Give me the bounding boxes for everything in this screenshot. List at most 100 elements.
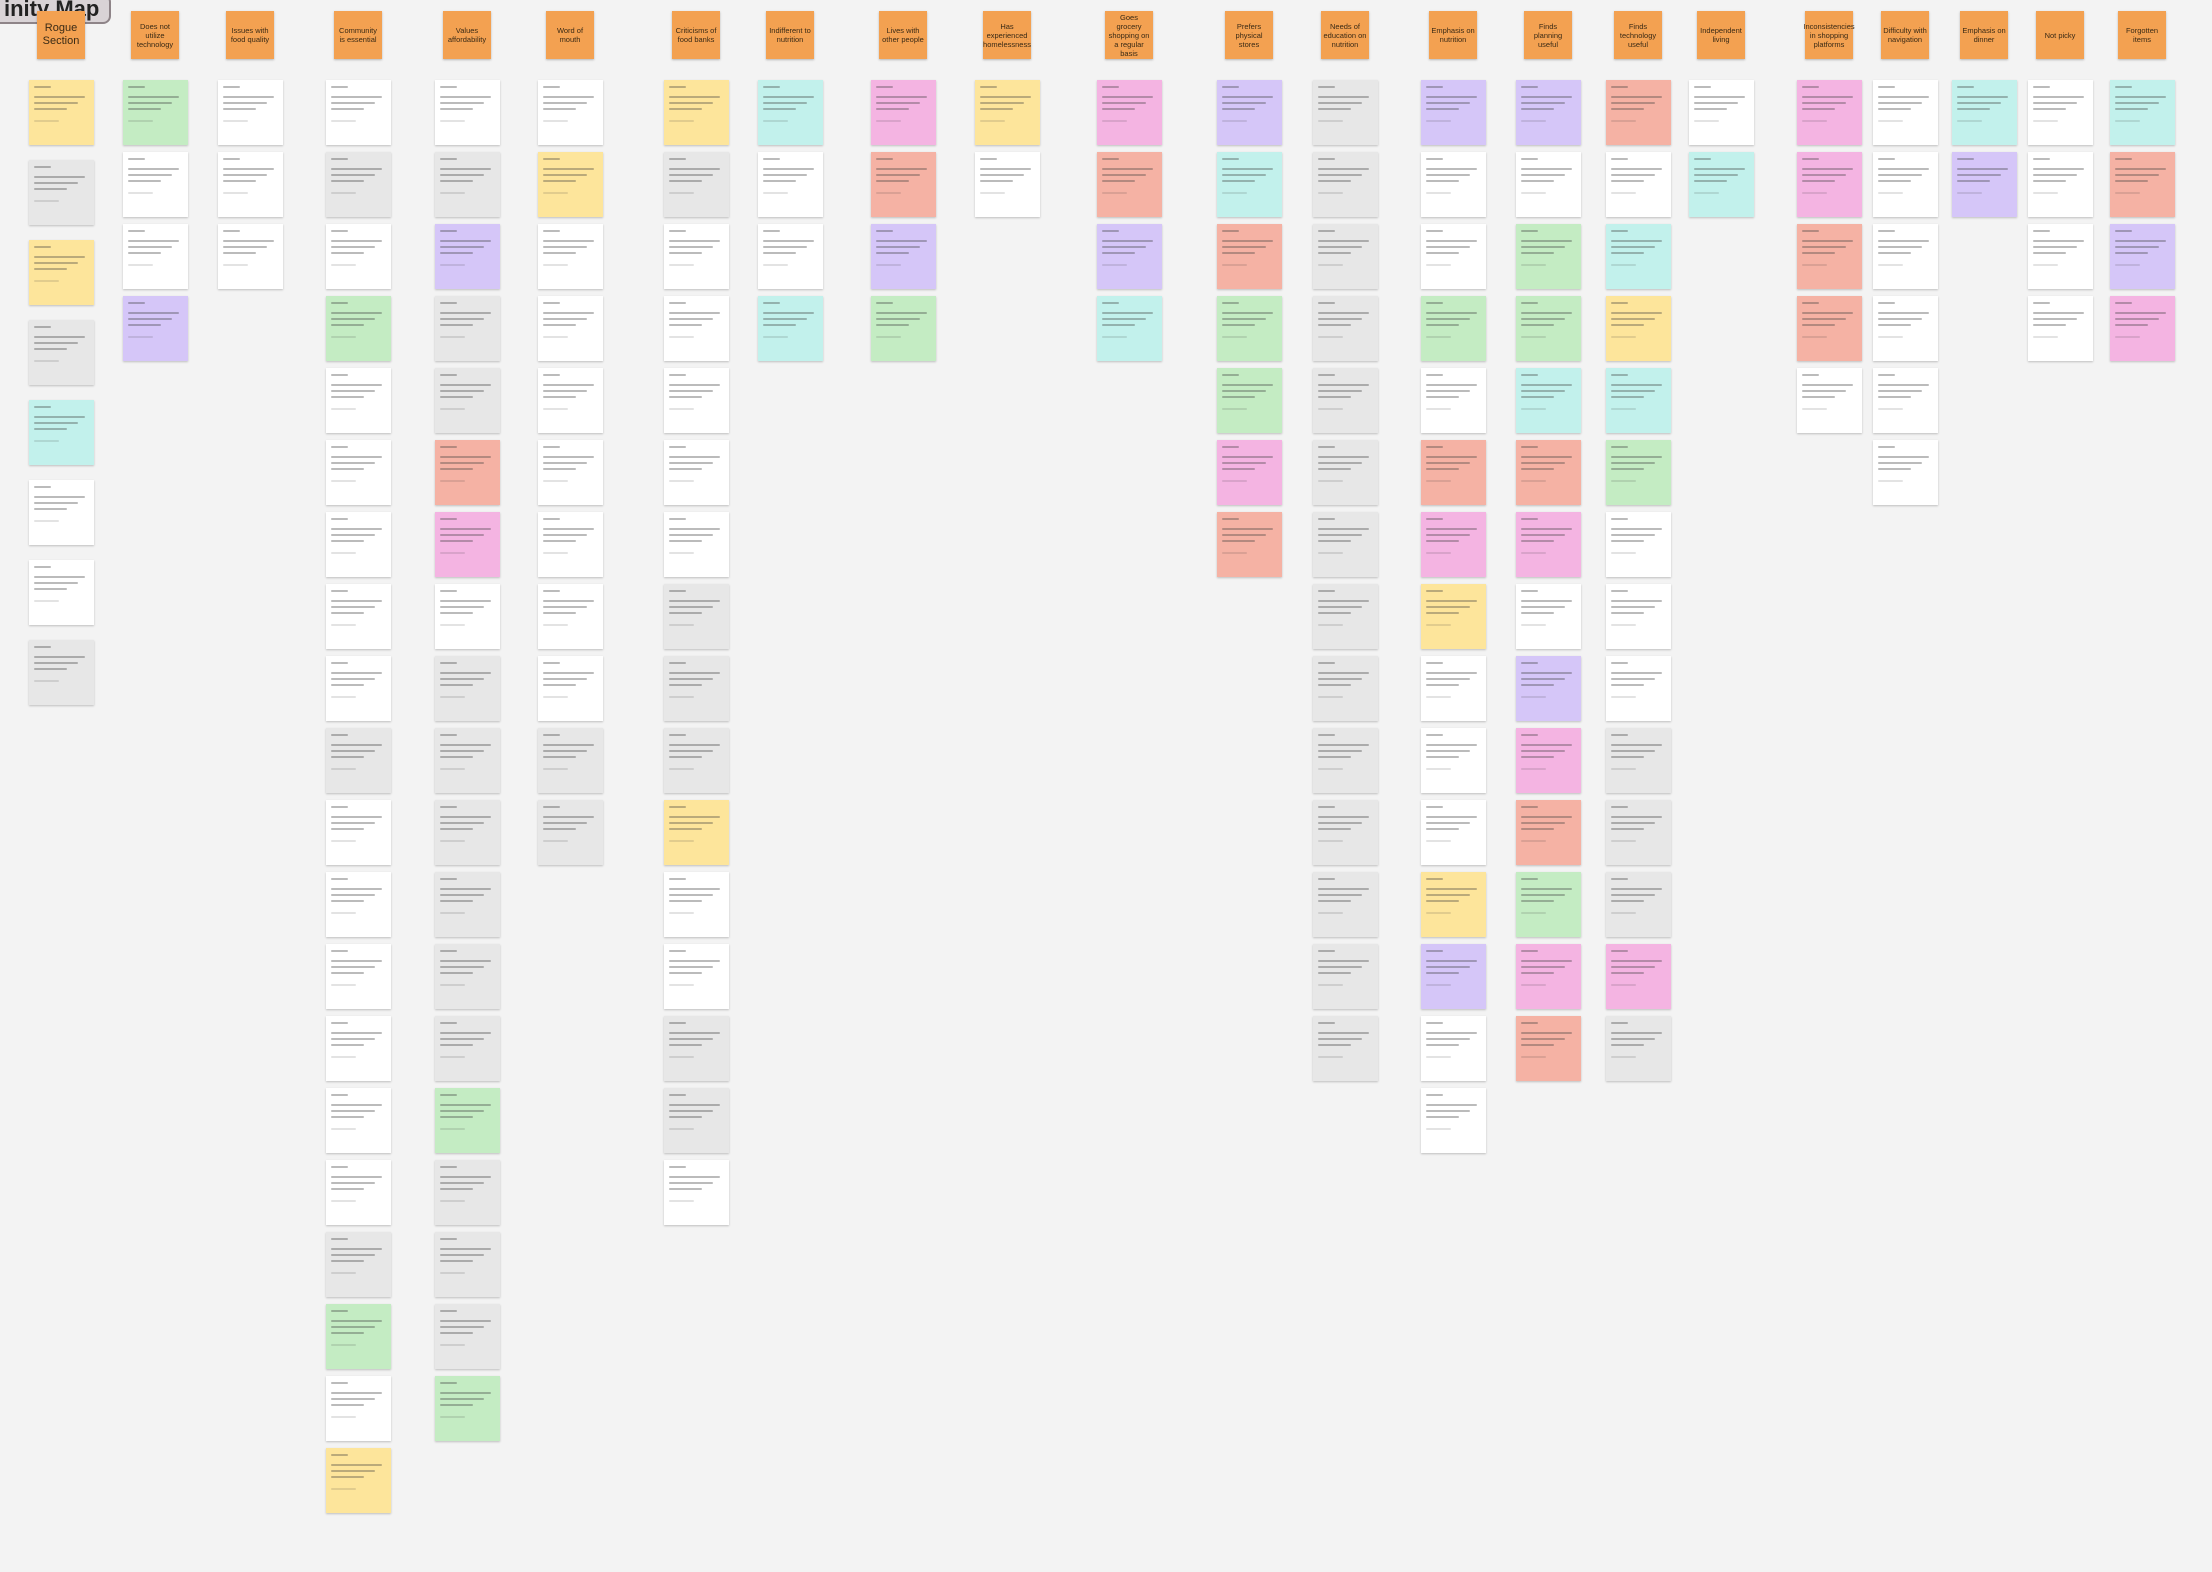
text-placeholder bbox=[2033, 252, 2066, 254]
text-placeholder bbox=[1222, 540, 1255, 542]
sticky-note bbox=[1516, 296, 1581, 361]
text-placeholder bbox=[1426, 972, 1459, 974]
text-placeholder bbox=[331, 1392, 382, 1394]
text-placeholder bbox=[331, 744, 382, 746]
text-placeholder bbox=[1318, 246, 1362, 248]
text-placeholder bbox=[2115, 180, 2148, 182]
text-placeholder bbox=[1611, 1032, 1662, 1034]
text-placeholder bbox=[440, 1182, 484, 1184]
text-placeholder bbox=[1878, 302, 1895, 304]
text-placeholder bbox=[1426, 900, 1459, 902]
column-header: Difficulty with navigation bbox=[1881, 11, 1929, 59]
text-placeholder bbox=[1426, 912, 1451, 914]
text-placeholder bbox=[440, 446, 457, 448]
text-placeholder bbox=[1802, 324, 1835, 326]
text-placeholder bbox=[223, 158, 240, 160]
text-placeholder bbox=[34, 496, 85, 498]
sticky-note bbox=[1421, 1016, 1486, 1081]
text-placeholder bbox=[1426, 806, 1443, 808]
text-placeholder bbox=[876, 240, 927, 242]
text-placeholder bbox=[34, 342, 78, 344]
text-placeholder bbox=[543, 528, 594, 530]
text-placeholder bbox=[1426, 750, 1470, 752]
text-placeholder bbox=[331, 552, 356, 554]
text-placeholder bbox=[669, 540, 702, 542]
text-placeholder bbox=[1318, 540, 1351, 542]
text-placeholder bbox=[669, 468, 702, 470]
text-placeholder bbox=[440, 888, 491, 890]
text-placeholder bbox=[543, 540, 576, 542]
text-placeholder bbox=[1426, 102, 1470, 104]
sticky-note bbox=[1217, 224, 1282, 289]
text-placeholder bbox=[1521, 1022, 1538, 1024]
sticky-note bbox=[1097, 80, 1162, 145]
text-placeholder bbox=[543, 390, 587, 392]
sticky-note bbox=[435, 512, 500, 577]
text-placeholder bbox=[440, 468, 473, 470]
text-placeholder bbox=[2115, 230, 2132, 232]
text-placeholder bbox=[980, 158, 997, 160]
text-placeholder bbox=[1521, 960, 1572, 962]
text-placeholder bbox=[1611, 606, 1655, 608]
sticky-note bbox=[1516, 1016, 1581, 1081]
text-placeholder bbox=[2033, 230, 2050, 232]
text-placeholder bbox=[543, 816, 594, 818]
text-placeholder bbox=[1318, 552, 1343, 554]
text-placeholder bbox=[543, 318, 587, 320]
text-placeholder bbox=[2115, 324, 2148, 326]
text-placeholder bbox=[543, 192, 568, 194]
column-header: Word of mouth bbox=[546, 11, 594, 59]
text-placeholder bbox=[2115, 86, 2132, 88]
text-placeholder bbox=[440, 264, 465, 266]
text-placeholder bbox=[440, 396, 473, 398]
text-placeholder bbox=[440, 1310, 457, 1312]
text-placeholder bbox=[1318, 888, 1369, 890]
text-placeholder bbox=[1318, 912, 1343, 914]
text-placeholder bbox=[669, 374, 686, 376]
text-placeholder bbox=[1878, 374, 1895, 376]
text-placeholder bbox=[1611, 374, 1628, 376]
text-placeholder bbox=[1426, 86, 1443, 88]
text-placeholder bbox=[440, 840, 465, 842]
text-placeholder bbox=[1318, 230, 1335, 232]
text-placeholder bbox=[543, 678, 587, 680]
sticky-note bbox=[1516, 80, 1581, 145]
text-placeholder bbox=[1426, 240, 1477, 242]
text-placeholder bbox=[1611, 734, 1628, 736]
text-placeholder bbox=[1222, 390, 1266, 392]
text-placeholder bbox=[1611, 102, 1655, 104]
text-placeholder bbox=[1318, 612, 1351, 614]
sticky-note bbox=[538, 728, 603, 793]
text-placeholder bbox=[980, 102, 1024, 104]
text-placeholder bbox=[331, 528, 382, 530]
text-placeholder bbox=[440, 390, 484, 392]
text-placeholder bbox=[763, 108, 796, 110]
sticky-note bbox=[1516, 656, 1581, 721]
text-placeholder bbox=[331, 480, 356, 482]
text-placeholder bbox=[1521, 1038, 1565, 1040]
text-placeholder bbox=[331, 246, 375, 248]
text-placeholder bbox=[1318, 108, 1351, 110]
text-placeholder bbox=[669, 168, 720, 170]
sticky-note bbox=[1313, 224, 1378, 289]
text-placeholder bbox=[440, 1332, 473, 1334]
text-placeholder bbox=[331, 1110, 375, 1112]
text-placeholder bbox=[331, 1166, 348, 1168]
column-header: Lives with other people bbox=[879, 11, 927, 59]
text-placeholder bbox=[1318, 102, 1362, 104]
sticky-note bbox=[538, 800, 603, 865]
text-placeholder bbox=[331, 456, 382, 458]
text-placeholder bbox=[763, 86, 780, 88]
text-placeholder bbox=[331, 984, 356, 986]
text-placeholder bbox=[1521, 318, 1565, 320]
text-placeholder bbox=[1426, 744, 1477, 746]
text-placeholder bbox=[331, 168, 382, 170]
text-placeholder bbox=[1102, 180, 1135, 182]
text-placeholder bbox=[669, 158, 686, 160]
text-placeholder bbox=[1102, 102, 1146, 104]
text-placeholder bbox=[543, 168, 594, 170]
text-placeholder bbox=[2033, 324, 2066, 326]
column-header: Forgotten items bbox=[2118, 11, 2166, 59]
sticky-note bbox=[1421, 296, 1486, 361]
text-placeholder bbox=[34, 520, 59, 522]
